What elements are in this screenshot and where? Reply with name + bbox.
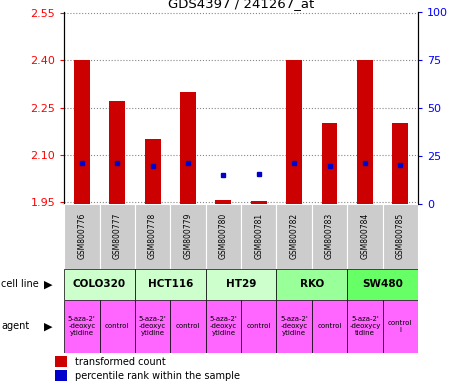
Bar: [206, 269, 276, 300]
Text: control: control: [317, 323, 342, 329]
Bar: [392, 123, 408, 204]
Text: HCT116: HCT116: [148, 279, 193, 289]
Text: 5-aza-2'
-deoxyc
ytidine: 5-aza-2' -deoxyc ytidine: [280, 316, 308, 336]
Text: control: control: [247, 323, 271, 329]
Bar: [64, 204, 100, 269]
Bar: [383, 300, 418, 353]
Bar: [286, 60, 302, 204]
Text: 5-aza-2'
-deoxyc
ytidine: 5-aza-2' -deoxyc ytidine: [209, 316, 237, 336]
Text: GSM800785: GSM800785: [396, 213, 405, 259]
Bar: [64, 300, 100, 353]
Text: ▶: ▶: [44, 279, 53, 289]
Text: COLO320: COLO320: [73, 279, 126, 289]
Bar: [99, 204, 135, 269]
Text: control
l: control l: [388, 320, 412, 333]
Text: GSM800777: GSM800777: [113, 213, 122, 259]
Text: GSM800784: GSM800784: [361, 213, 370, 259]
Bar: [276, 269, 347, 300]
Text: GSM800782: GSM800782: [290, 213, 299, 259]
Text: 5-aza-2'
-deoxyc
ytidine: 5-aza-2' -deoxyc ytidine: [139, 316, 166, 336]
Text: 5-aza-2'
-deoxyc
ytidine: 5-aza-2' -deoxyc ytidine: [68, 316, 95, 336]
Bar: [322, 123, 338, 204]
Bar: [241, 300, 276, 353]
Bar: [55, 356, 67, 367]
Bar: [170, 300, 206, 353]
Bar: [215, 200, 231, 204]
Text: GSM800779: GSM800779: [183, 213, 192, 259]
Bar: [312, 204, 347, 269]
Bar: [135, 204, 171, 269]
Text: HT29: HT29: [226, 279, 256, 289]
Bar: [276, 204, 312, 269]
Text: control: control: [105, 323, 129, 329]
Bar: [99, 300, 135, 353]
Bar: [206, 204, 241, 269]
Bar: [383, 204, 418, 269]
Bar: [251, 201, 267, 204]
Bar: [347, 269, 418, 300]
Bar: [312, 300, 347, 353]
Bar: [170, 204, 206, 269]
Text: 5-aza-2'
-deoxycy
tidine: 5-aza-2' -deoxycy tidine: [349, 316, 380, 336]
Bar: [241, 204, 276, 269]
Text: SW480: SW480: [362, 279, 403, 289]
Bar: [347, 204, 383, 269]
Bar: [135, 269, 206, 300]
Bar: [206, 300, 241, 353]
Text: transformed count: transformed count: [75, 357, 165, 367]
Bar: [357, 60, 373, 204]
Text: percentile rank within the sample: percentile rank within the sample: [75, 371, 239, 381]
Text: GSM800780: GSM800780: [219, 213, 228, 259]
Text: agent: agent: [1, 321, 29, 331]
Bar: [64, 269, 135, 300]
Text: RKO: RKO: [300, 279, 324, 289]
Text: GSM800783: GSM800783: [325, 213, 334, 259]
Bar: [109, 101, 125, 204]
Text: GSM800778: GSM800778: [148, 213, 157, 259]
Bar: [74, 60, 90, 204]
Bar: [347, 300, 383, 353]
Text: control: control: [176, 323, 200, 329]
Text: GSM800781: GSM800781: [254, 213, 263, 259]
Text: ▶: ▶: [44, 321, 53, 331]
Title: GDS4397 / 241267_at: GDS4397 / 241267_at: [168, 0, 314, 10]
Bar: [144, 139, 161, 204]
Text: cell line: cell line: [1, 279, 39, 289]
Bar: [135, 300, 171, 353]
Bar: [180, 92, 196, 204]
Text: GSM800776: GSM800776: [77, 213, 86, 259]
Bar: [276, 300, 312, 353]
Bar: [55, 370, 67, 381]
